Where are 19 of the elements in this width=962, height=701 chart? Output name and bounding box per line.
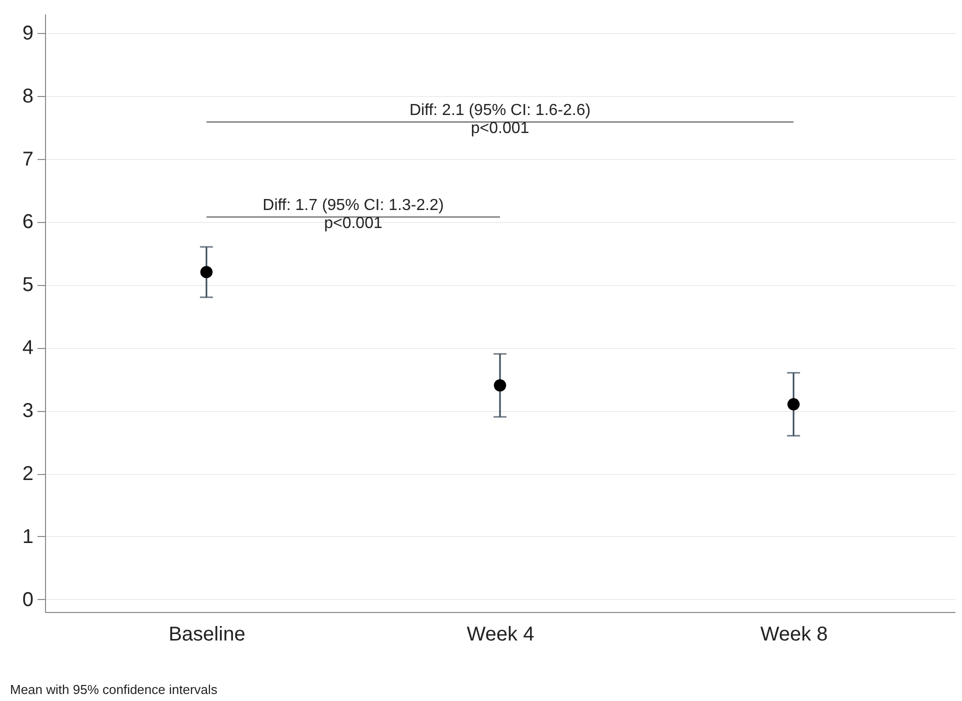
y-tick-label: 6 xyxy=(22,211,34,234)
text: Mean with 95% confidence intervals xyxy=(10,682,218,697)
y-tick-label: 5 xyxy=(22,274,34,296)
y-tick-label: 7 xyxy=(22,148,34,170)
y-tick-label: 1 xyxy=(22,526,34,548)
point xyxy=(200,266,213,278)
annotation: Diff: 1.7 (95% CI: 1.3-2.2) p<0.001 xyxy=(262,197,444,232)
y-tick-label: 9 xyxy=(22,22,34,44)
y-tick-label: 8 xyxy=(22,85,34,108)
point xyxy=(494,379,506,392)
x-tick-label: Week 8 xyxy=(760,624,828,646)
point xyxy=(787,398,800,410)
y-tick-label: 2 xyxy=(22,463,34,486)
x-tick-label: Week 4 xyxy=(466,624,534,646)
x-tick-label: Baseline xyxy=(168,624,246,646)
annotation: Diff: 2.1 (95% CI: 1.6-2.6) p<0.001 xyxy=(409,102,591,137)
y-tick-label: 0 xyxy=(22,588,34,611)
y-tick-label: 4 xyxy=(22,337,34,360)
y-tick-label: 3 xyxy=(22,400,34,422)
